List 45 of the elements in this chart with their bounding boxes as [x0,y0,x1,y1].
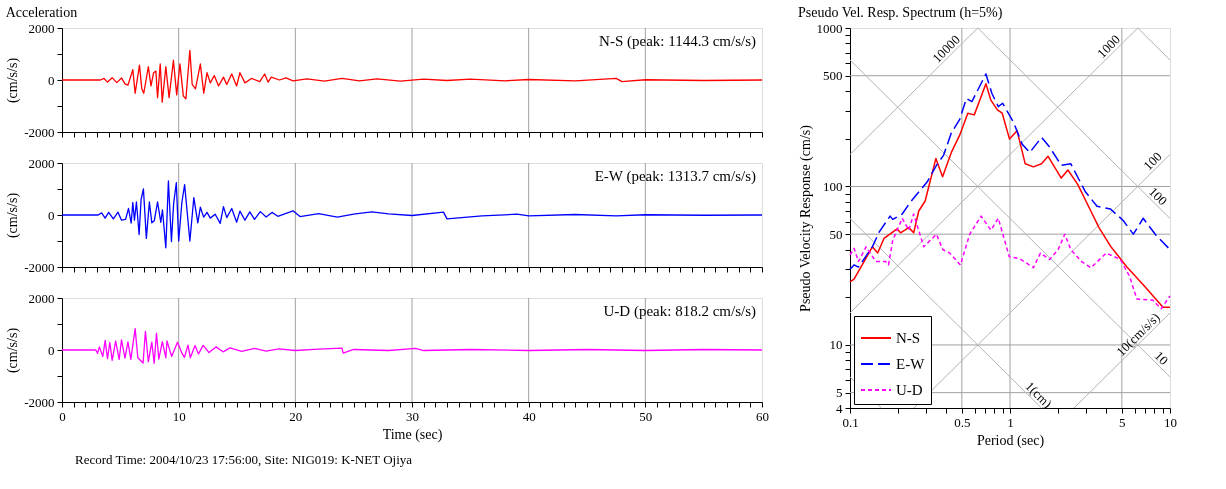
x-tick-label: 30 [406,408,419,424]
legend-label: N-S [896,330,921,346]
y-tick-label: 2000 [28,290,55,306]
chart-title: Acceleration [5,5,78,20]
y-tick-label: 1000 [816,20,843,36]
y-tick-label: 2000 [28,155,55,171]
y-axis-title: (cm/s/s) [5,192,22,239]
x-tick-label: 40 [522,408,536,424]
x-tick-label: 60 [756,408,769,424]
x-axis-title: Time (sec) [382,426,443,443]
annotation: 100 [1145,183,1171,209]
chart-title: Pseudo Vel. Resp. Spectrum (h=5%) [798,5,1003,21]
y-tick-label: 100 [823,178,843,194]
x-tick-label: 1 [1007,414,1014,430]
x-tick-label: 10 [172,408,186,424]
x-tick-label: 10 [1164,414,1177,430]
legend-label: U-D [896,382,923,398]
x-tick-label: 0.1 [842,414,859,430]
x-tick-label: 0.5 [954,414,971,430]
y-tick-label: 50 [829,226,843,242]
x-tick-label: 0 [59,408,66,424]
text: Record Time: 2004/10/23 17:56:00, Site: NIG019: K-NET Ojiya [75,452,413,467]
x-tick-label: 20 [289,408,303,424]
y-tick-label: 0 [48,207,55,223]
y-tick-label: 10 [829,337,843,353]
legend-label: E-W [896,356,926,372]
annotation: N-S (peak: 1144.3 cm/s/s) [599,33,756,50]
y-axis-title: (cm/s/s) [5,327,22,374]
x-axis-title: Period (sec) [976,432,1045,449]
annotation: U-D (peak: 818.2 cm/s/s) [603,303,756,320]
y-tick-label: -2000 [24,124,55,140]
y-tick-label: 4 [836,400,843,416]
y-tick-label: 0 [48,72,55,88]
y-tick-label: -2000 [24,394,55,410]
y-tick-label: -2000 [24,259,55,275]
annotation: 100 [1140,148,1165,174]
y-tick-label: 5 [836,385,843,401]
y-tick-label: 2000 [28,20,55,36]
annotation: E-W (peak: 1313.7 cm/s/s) [594,168,756,185]
x-tick-label: 5 [1119,414,1126,430]
y-axis-title: (cm/s/s) [5,57,22,104]
x-tick-label: 50 [639,408,653,424]
y-tick-label: 0 [48,342,55,358]
y-tick-label: 500 [823,68,843,84]
y-axis-title: Pseudo Velocity Response (cm/s) [797,124,814,312]
